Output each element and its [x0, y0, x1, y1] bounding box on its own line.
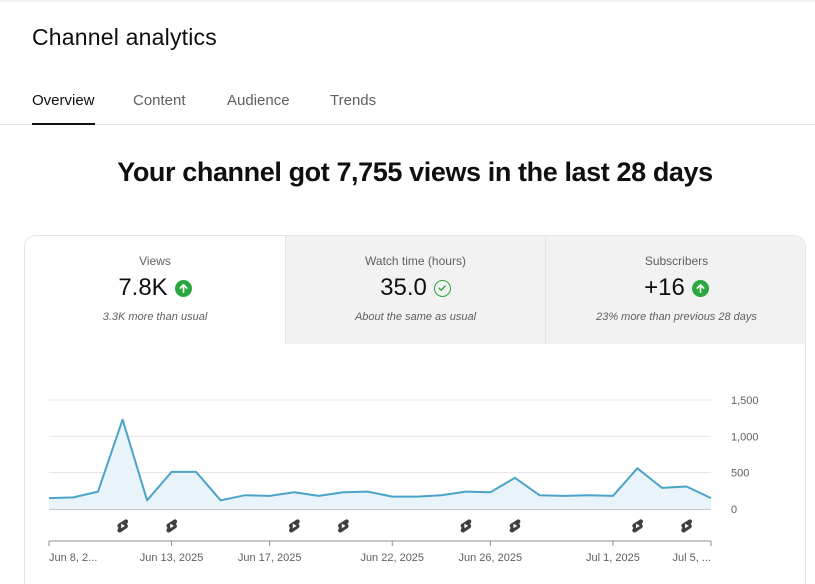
x-tick-label: Jun 13, 2025 — [140, 552, 204, 564]
shorts-icon[interactable] — [289, 519, 300, 533]
x-tick-label: Jul 1, 2025 — [586, 552, 640, 564]
shorts-icon[interactable] — [166, 519, 178, 533]
check-circle-icon — [433, 279, 451, 297]
page-title: Channel analytics — [32, 24, 217, 50]
metric-label: Views — [139, 254, 171, 268]
top-divider — [0, 0, 815, 2]
shorts-icon[interactable] — [338, 519, 349, 533]
views-area — [49, 419, 711, 509]
shorts-icon[interactable] — [460, 519, 472, 533]
metric-note: About the same as usual — [354, 311, 477, 323]
metric-label: Subscribers — [644, 254, 709, 268]
metric-value: 35.0 — [380, 274, 427, 301]
x-tick-label: Jun 17, 2025 — [238, 552, 302, 564]
views-line — [48, 418, 712, 502]
metric-value: 7.8K — [118, 274, 168, 301]
x-tick-label: Jun 8, 2... — [49, 552, 97, 564]
metric-note: 3.3K more than usual — [102, 311, 208, 323]
y-tick-label: 500 — [731, 468, 749, 480]
arrow-up-circle-icon — [174, 279, 192, 297]
x-tick-label: Jun 22, 2025 — [360, 552, 424, 564]
tab-content[interactable]: Content — [133, 92, 186, 109]
x-tick-label: Jun 26, 2025 — [459, 552, 523, 564]
x-tick-label: Jul 5, ... — [672, 552, 711, 564]
metric-value: +16 — [644, 274, 685, 301]
metric-tab-subscribers[interactable]: Subscribers +16 23% more than previous 2… — [545, 236, 805, 344]
metric-note: 23% more than previous 28 days — [596, 311, 757, 323]
shorts-icon[interactable] — [681, 519, 693, 533]
metric-tab-views[interactable]: Views 7.8K 3.3K more than usual — [25, 236, 285, 344]
tab-overview[interactable]: Overview — [32, 92, 95, 125]
y-tick-label: 0 — [731, 504, 737, 516]
metric-tab-watch-time[interactable]: Watch time (hours) 35.0 About the same a… — [285, 236, 545, 344]
metric-label: Watch time (hours) — [365, 254, 466, 268]
arrow-up-circle-icon — [691, 279, 709, 297]
shorts-icon[interactable] — [509, 519, 521, 533]
shorts-icon[interactable] — [117, 519, 129, 533]
tab-trends[interactable]: Trends — [330, 92, 377, 109]
summary-headline: Your channel got 7,755 views in the last… — [117, 157, 713, 187]
shorts-icon[interactable] — [632, 519, 644, 533]
analytics-card: Views 7.8K 3.3K more than usual Watch ti… — [24, 235, 806, 584]
tab-audience[interactable]: Audience — [227, 92, 290, 109]
y-tick-label: 1,000 — [731, 431, 759, 443]
tab-bar: Overview Content Audience Trends — [0, 78, 815, 125]
y-tick-label: 1,500 — [731, 395, 759, 407]
